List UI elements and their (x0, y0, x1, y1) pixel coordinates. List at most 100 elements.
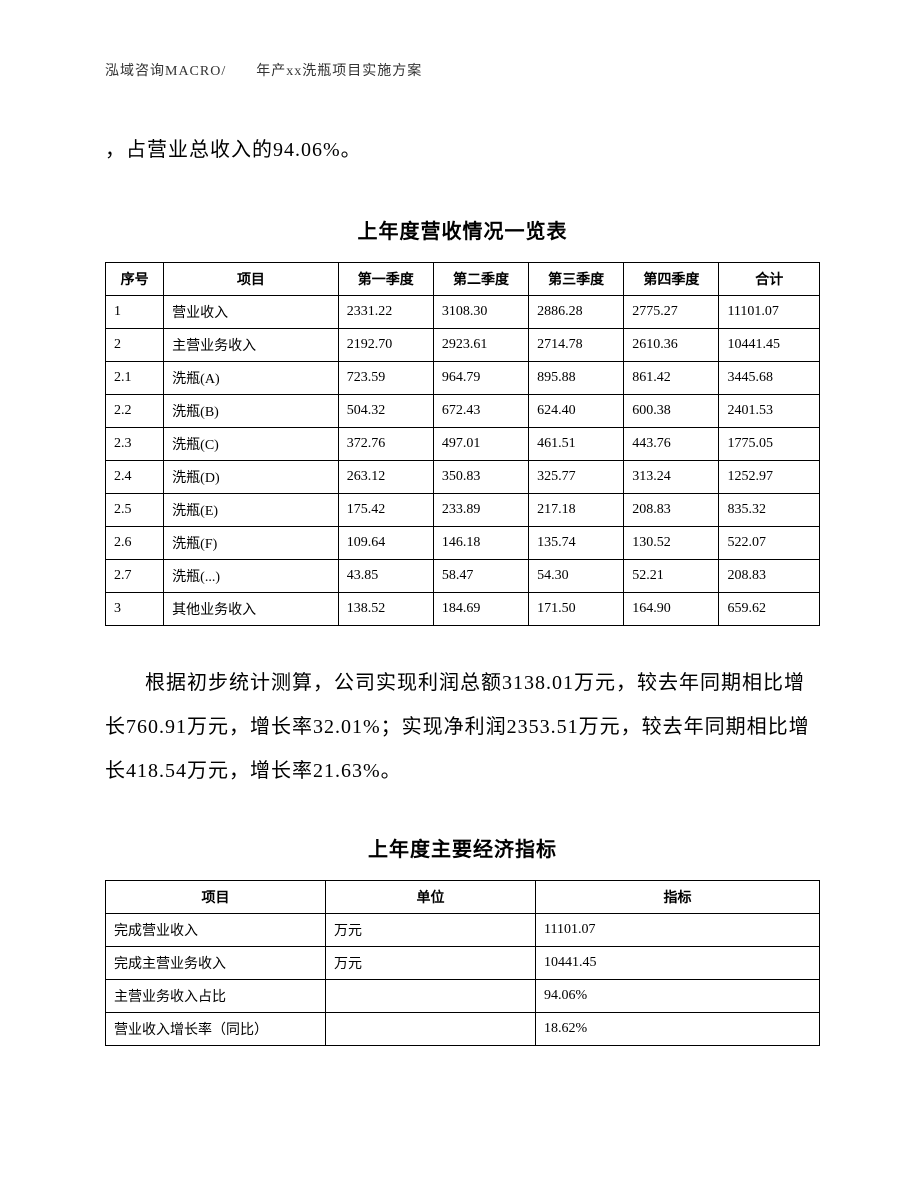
intro-text: ，占营业总收入的94.06%。 (105, 139, 362, 161)
cell: 895.88 (529, 362, 624, 395)
cell: 2923.61 (433, 329, 528, 362)
cell: 完成营业收入 (106, 914, 326, 947)
cell: 2.4 (106, 461, 164, 494)
cell: 3 (106, 593, 164, 626)
cell: 2.3 (106, 428, 164, 461)
cell (326, 1013, 536, 1046)
cell: 964.79 (433, 362, 528, 395)
cell: 2.5 (106, 494, 164, 527)
cell: 522.07 (719, 527, 820, 560)
cell: 372.76 (338, 428, 433, 461)
cell: 443.76 (624, 428, 719, 461)
col-q3: 第三季度 (529, 263, 624, 296)
col-item: 项目 (164, 263, 339, 296)
table-row: 2.2洗瓶(B)504.32672.43624.40600.382401.53 (106, 395, 820, 428)
cell: 2401.53 (719, 395, 820, 428)
cell: 2.7 (106, 560, 164, 593)
col-unit: 单位 (326, 881, 536, 914)
page-header: 泓域咨询MACRO/ 年产xx洗瓶项目实施方案 (105, 60, 820, 80)
table1-title: 上年度营收情况一览表 (105, 215, 820, 244)
table-row: 3其他业务收入138.52184.69171.50164.90659.62 (106, 593, 820, 626)
cell: 263.12 (338, 461, 433, 494)
cell: 1252.97 (719, 461, 820, 494)
col-q4: 第四季度 (624, 263, 719, 296)
cell: 3445.68 (719, 362, 820, 395)
cell: 3108.30 (433, 296, 528, 329)
cell: 350.83 (433, 461, 528, 494)
cell: 万元 (326, 914, 536, 947)
col-q1: 第一季度 (338, 263, 433, 296)
col-q2: 第二季度 (433, 263, 528, 296)
cell: 130.52 (624, 527, 719, 560)
cell: 624.40 (529, 395, 624, 428)
cell: 完成主营业务收入 (106, 947, 326, 980)
table-row: 2.3洗瓶(C)372.76497.01461.51443.761775.05 (106, 428, 820, 461)
col-indicator: 指标 (536, 881, 820, 914)
cell: 659.62 (719, 593, 820, 626)
table-header-row: 项目 单位 指标 (106, 881, 820, 914)
cell: 2331.22 (338, 296, 433, 329)
cell: 其他业务收入 (164, 593, 339, 626)
intro-paragraph: ，占营业总收入的94.06%。 (105, 130, 820, 170)
cell: 461.51 (529, 428, 624, 461)
cell (326, 980, 536, 1013)
cell: 10441.45 (536, 947, 820, 980)
cell: 洗瓶(C) (164, 428, 339, 461)
cell: 672.43 (433, 395, 528, 428)
table1-body: 1营业收入2331.223108.302886.282775.2711101.0… (106, 296, 820, 626)
table-header-row: 序号 项目 第一季度 第二季度 第三季度 第四季度 合计 (106, 263, 820, 296)
cell: 135.74 (529, 527, 624, 560)
cell: 109.64 (338, 527, 433, 560)
cell: 洗瓶(F) (164, 527, 339, 560)
cell: 835.32 (719, 494, 820, 527)
table2-title: 上年度主要经济指标 (105, 833, 820, 862)
cell: 万元 (326, 947, 536, 980)
table-row: 主营业务收入占比94.06% (106, 980, 820, 1013)
economic-indicators-table: 项目 单位 指标 完成营业收入万元11101.07 完成主营业务收入万元1044… (105, 880, 820, 1046)
table-row: 完成主营业务收入万元10441.45 (106, 947, 820, 980)
cell: 2.6 (106, 527, 164, 560)
cell: 723.59 (338, 362, 433, 395)
cell: 58.47 (433, 560, 528, 593)
cell: 洗瓶(E) (164, 494, 339, 527)
cell: 主营业务收入 (164, 329, 339, 362)
cell: 217.18 (529, 494, 624, 527)
col-seq: 序号 (106, 263, 164, 296)
cell: 1 (106, 296, 164, 329)
cell: 2192.70 (338, 329, 433, 362)
cell: 主营业务收入占比 (106, 980, 326, 1013)
cell: 171.50 (529, 593, 624, 626)
col-total: 合计 (719, 263, 820, 296)
revenue-table: 序号 项目 第一季度 第二季度 第三季度 第四季度 合计 1营业收入2331.2… (105, 262, 820, 626)
cell: 497.01 (433, 428, 528, 461)
cell: 2610.36 (624, 329, 719, 362)
cell: 146.18 (433, 527, 528, 560)
cell: 营业收入 (164, 296, 339, 329)
cell: 233.89 (433, 494, 528, 527)
cell: 138.52 (338, 593, 433, 626)
cell: 洗瓶(...) (164, 560, 339, 593)
cell: 洗瓶(B) (164, 395, 339, 428)
cell: 504.32 (338, 395, 433, 428)
cell: 600.38 (624, 395, 719, 428)
cell: 54.30 (529, 560, 624, 593)
table-row: 2.5洗瓶(E)175.42233.89217.18208.83835.32 (106, 494, 820, 527)
cell: 325.77 (529, 461, 624, 494)
table-row: 2.4洗瓶(D)263.12350.83325.77313.241252.97 (106, 461, 820, 494)
cell: 175.42 (338, 494, 433, 527)
table-row: 2.7洗瓶(...)43.8558.4754.3052.21208.83 (106, 560, 820, 593)
cell: 2.2 (106, 395, 164, 428)
table-row: 2主营业务收入2192.702923.612714.782610.3610441… (106, 329, 820, 362)
cell: 2.1 (106, 362, 164, 395)
col-item: 项目 (106, 881, 326, 914)
header-text: 泓域咨询MACRO/ 年产xx洗瓶项目实施方案 (105, 64, 422, 79)
cell: 洗瓶(A) (164, 362, 339, 395)
cell: 2886.28 (529, 296, 624, 329)
cell: 861.42 (624, 362, 719, 395)
cell: 313.24 (624, 461, 719, 494)
cell: 184.69 (433, 593, 528, 626)
cell: 18.62% (536, 1013, 820, 1046)
cell: 208.83 (624, 494, 719, 527)
table-row: 完成营业收入万元11101.07 (106, 914, 820, 947)
cell: 11101.07 (719, 296, 820, 329)
